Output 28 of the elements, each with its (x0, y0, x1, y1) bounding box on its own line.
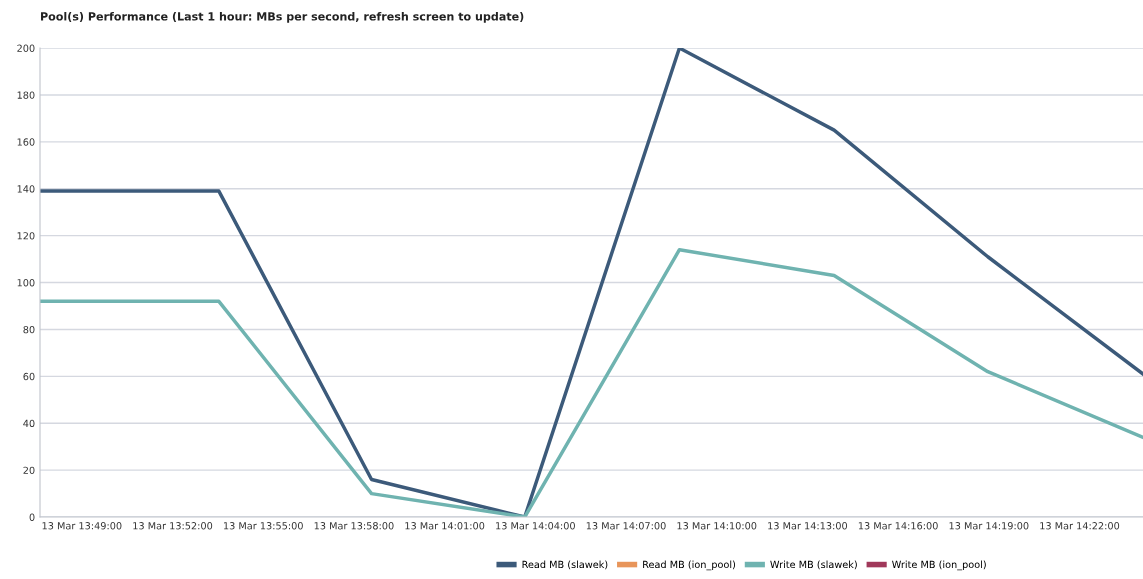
chart-title: Pool(s) Performance (Last 1 hour: MBs per second, refresh screen to update) (41, 11, 524, 23)
y-tick-label: 40 (23, 419, 35, 428)
x-tick-label: 13 Mar 14:19:00 (949, 522, 1029, 530)
x-tick-label: 13 Mar 13:55:00 (224, 522, 303, 530)
y-tick-label: 20 (23, 466, 35, 474)
legend-label: Write MB (ion_pool) (892, 560, 986, 571)
x-tick-label: 13 Mar 13:58:00 (314, 522, 394, 530)
x-tick-label: 13 Mar 14:22:00 (1040, 522, 1120, 530)
legend-label: Write MB (slawek) (770, 560, 857, 570)
y-tick-label: 140 (17, 185, 35, 193)
legend-label: Read MB (ion_pool) (643, 560, 736, 571)
y-tick-label: 60 (23, 372, 35, 381)
legend-label: Read MB (slawek) (522, 560, 608, 570)
y-tick-label: 160 (17, 138, 35, 146)
x-tick-label: 13 Mar 14:16:00 (858, 522, 938, 530)
y-tick-label: 100 (17, 279, 35, 287)
y-tick-label: 200 (17, 44, 35, 52)
x-tick-label: 13 Mar 14:07:00 (586, 522, 666, 530)
y-tick-label: 180 (17, 91, 35, 99)
y-tick-label: 80 (23, 325, 35, 334)
x-tick-label: 13 Mar 13:49:00 (42, 522, 122, 530)
x-tick-label: 13 Mar 14:10:00 (677, 522, 757, 530)
x-tick-label: 13 Mar 14:04:00 (496, 522, 575, 530)
x-tick-label: 13 Mar 13:52:00 (133, 522, 213, 530)
x-tick-label: 13 Mar 14:01:00 (405, 522, 485, 530)
y-tick-label: 0 (29, 513, 35, 521)
y-tick-label: 120 (17, 232, 35, 240)
x-tick-label: 13 Mar 14:13:00 (768, 522, 848, 530)
